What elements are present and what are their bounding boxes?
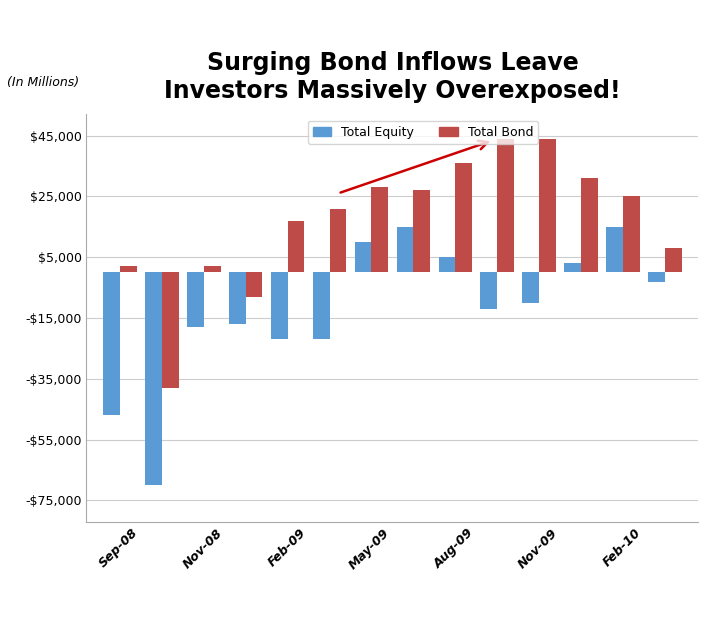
Bar <box>581 178 598 272</box>
Bar <box>372 188 388 272</box>
Bar <box>312 272 330 339</box>
Bar <box>623 197 639 272</box>
Text: (In Millions): (In Millions) <box>7 76 79 89</box>
Legend: Total Equity, Total Bond: Total Equity, Total Bond <box>307 121 539 144</box>
Bar <box>413 190 430 272</box>
Bar <box>187 272 204 327</box>
Bar <box>204 266 220 272</box>
Bar <box>229 272 246 324</box>
Bar <box>246 272 263 297</box>
Bar <box>539 139 556 272</box>
Bar <box>480 272 498 309</box>
Bar <box>103 272 120 415</box>
Bar <box>606 227 623 272</box>
Bar <box>498 139 514 272</box>
Bar <box>564 263 581 272</box>
Bar <box>438 257 455 272</box>
Bar <box>455 163 472 272</box>
Bar <box>355 242 372 272</box>
Bar <box>287 221 305 272</box>
Bar <box>522 272 539 303</box>
Bar <box>120 266 137 272</box>
Bar <box>162 272 179 388</box>
Bar <box>330 209 346 272</box>
Title: Surging Bond Inflows Leave
Investors Massively Overexposed!: Surging Bond Inflows Leave Investors Mas… <box>164 51 621 103</box>
Bar <box>397 227 413 272</box>
Bar <box>648 272 665 282</box>
Bar <box>145 272 162 485</box>
Bar <box>665 248 682 272</box>
Bar <box>271 272 287 339</box>
